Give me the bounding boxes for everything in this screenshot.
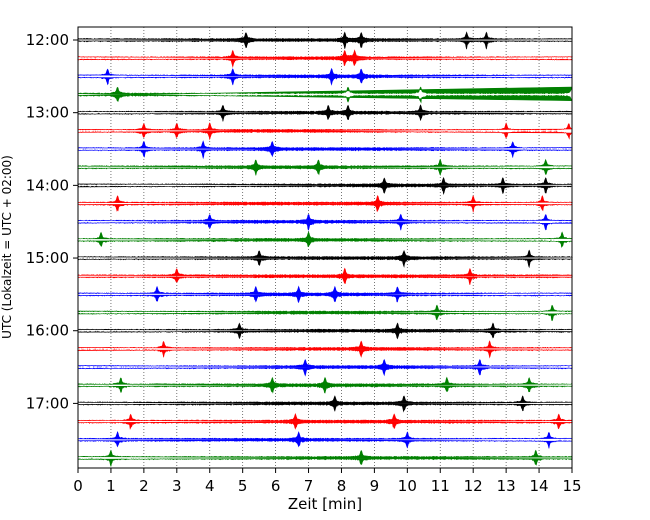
x-tick-label: 3 — [172, 477, 182, 495]
x-tick-label: 14 — [530, 477, 549, 495]
x-tick-label: 6 — [271, 477, 281, 495]
x-tick-label: 10 — [398, 477, 417, 495]
x-tick-label: 4 — [205, 477, 215, 495]
x-tick-label: 7 — [304, 477, 314, 495]
x-tick-label: 9 — [370, 477, 380, 495]
x-tick-label: 2 — [139, 477, 149, 495]
x-tick-label: 15 — [562, 477, 581, 495]
y-tick-label: 17:00 — [26, 394, 69, 412]
x-tick-label: 13 — [497, 477, 516, 495]
y-tick-label: 16:00 — [26, 322, 69, 340]
x-tick-label: 5 — [238, 477, 248, 495]
x-tick-label: 8 — [337, 477, 347, 495]
x-tick-label: 0 — [73, 477, 83, 495]
y-tick-label: 14:00 — [26, 176, 69, 194]
y-axis-label: UTC (Lokalzeit = UTC + 02:00) — [0, 155, 14, 339]
x-tick-label: 11 — [431, 477, 450, 495]
y-tick-label: 13:00 — [26, 104, 69, 122]
x-axis-label: Zeit [min] — [288, 495, 362, 513]
x-axis-ticks: 0 1 2 3 4 5 6 7 8 9 10 11 12 13 14 15 — [73, 468, 582, 495]
y-tick-label: 12:00 — [26, 31, 69, 49]
x-tick-label: 12 — [464, 477, 483, 495]
traces — [76, 31, 574, 468]
y-axis-ticks: 12:00 13:00 14:00 15:00 16:00 17:00 — [26, 31, 78, 412]
y-tick-label: 15:00 — [26, 249, 69, 267]
x-tick-label: 1 — [106, 477, 116, 495]
plot-frame — [77, 26, 573, 469]
